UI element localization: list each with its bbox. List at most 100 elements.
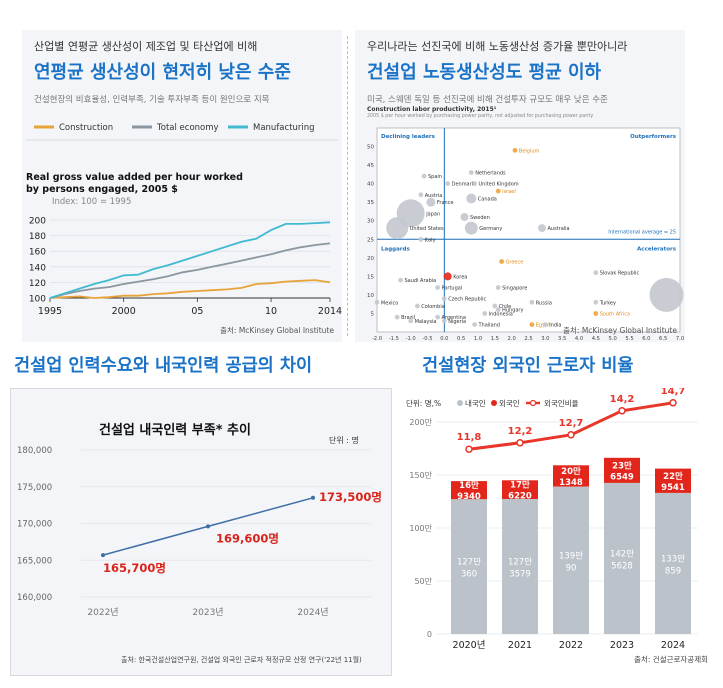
x-tick-label: 05 (191, 306, 203, 315)
x-tick-label: 2024 (661, 640, 685, 651)
x-tick-label: 1.5 (491, 336, 499, 342)
bar-domestic (451, 499, 487, 634)
bar-domestic-label: 360 (461, 570, 477, 580)
x-tick-label: 10 (265, 306, 277, 315)
scatter-point (374, 299, 380, 305)
ratio-point (567, 431, 575, 439)
x-tick-label: -1.0 (406, 336, 416, 342)
x-tick-label: 2022년 (87, 607, 118, 618)
x-tick-label: 5.5 (625, 336, 633, 342)
legend-label-1: Total economy (156, 123, 219, 133)
scatter-point (472, 181, 477, 186)
bar-foreign-label: 17만 (510, 480, 530, 491)
scatter-point-label: Austria (425, 193, 443, 199)
panel4-title: 건설현장 외국인 근로자 비율 (422, 356, 634, 376)
x-tick-label: 6.5 (659, 336, 667, 342)
y-tick-label: 200 (29, 217, 46, 227)
x-tick-label: 3.0 (541, 336, 549, 342)
bar-foreign-label: 20만 (561, 466, 581, 477)
x-tick-label: -1.5 (389, 336, 399, 342)
scatter-point (421, 173, 427, 179)
y-tick-label: 160,000 (17, 593, 52, 603)
y-tick-label: 160 (29, 248, 46, 258)
legend-swatch-ratio-dot (529, 399, 537, 407)
y-tick-label: 35 (367, 200, 374, 206)
scatter-point-label: United States (410, 226, 444, 232)
series-line-manufacturing (49, 221, 331, 299)
panel3-source: 출처: 한국건설산업연구원, 건설업 외국인 근로자 적정규모 산정 연구('2… (121, 656, 362, 664)
scatter-point (499, 259, 504, 264)
bar-domestic-label: 127만 (457, 558, 481, 568)
chart1-heading-1: Real gross value added per hour worked (26, 172, 243, 183)
x-tick-label: 2.5 (524, 336, 532, 342)
scatter-point-label: Israel (502, 189, 516, 195)
scatter-point-label: Portugal (442, 286, 463, 292)
y-tick-label: 170,000 (17, 520, 52, 530)
y-tick-label: 165,000 (17, 556, 52, 566)
legend-swatch-domestic (457, 400, 463, 406)
scatter-point-label: Sweden (470, 215, 490, 221)
scatter-point (418, 236, 424, 242)
scatter-point-label: Canada (478, 197, 497, 203)
scatter-point-label: Mexico (381, 300, 398, 306)
bar-foreign (502, 480, 538, 499)
x-tick-label: 7.0 (676, 336, 684, 342)
legend-label-0: Construction (59, 123, 113, 133)
scatter-point (472, 322, 477, 327)
scatter-point (408, 318, 414, 324)
panel1-subtitle: 산업별 연평균 생산성이 제조업 및 타산업에 비해 (34, 40, 258, 53)
y-tick-label: 25 (367, 237, 374, 243)
bar-domestic (502, 499, 538, 634)
foreign-worker-bar-chart: 단위: 명,% 내국인 외국인 외국인비율 0 50만 100만 150만 200만 127만… (406, 388, 698, 651)
ratio-point (516, 439, 524, 447)
y-tick-label: 200만 (409, 418, 432, 427)
foreign-worker-panel: 단위: 명,% 내국인 외국인 외국인비율 0 50만 100만 150만 200만 127만… (398, 388, 712, 676)
bar-domestic-label: 859 (665, 567, 681, 577)
scatter-point (426, 197, 436, 207)
x-tick-label: 4.0 (575, 336, 583, 342)
x-tick-label: 0.0 (440, 336, 448, 342)
legend-label-foreign: 외국인 (499, 398, 520, 408)
scatter-point (435, 285, 440, 290)
quadrant-label: Declining leaders (381, 134, 436, 140)
scatter-point-label: Japan (425, 211, 440, 217)
bar-domestic (655, 492, 691, 634)
quadrant-label: Outperformers (630, 134, 677, 140)
labor-shortage-panel: 건설업 내국인력 부족* 추이 단위 : 명 160,000 165,000 170… (10, 388, 392, 676)
bar-foreign-label: 22만 (663, 471, 683, 482)
x-tick-label: 2022 (559, 640, 583, 651)
scatter-point (415, 303, 420, 309)
x-tick-label: 2023년 (192, 607, 223, 618)
x-tick-label: 2020년 (453, 640, 486, 651)
y-tick-label: 50만 (414, 577, 432, 586)
labor-productivity-panel: 우리나라는 선진국에 비해 노동생산성 증가율 뿐만아니라 건설업 노동생산성도… (355, 30, 685, 342)
x-tick-label: 6.0 (642, 336, 650, 342)
bar-domestic-label: 139만 (559, 551, 583, 561)
scatter-point (593, 311, 599, 316)
y-tick-label: 0 (427, 630, 432, 639)
y-tick-label: 150만 (409, 471, 432, 480)
scatter-point-label: Italy (425, 237, 436, 243)
scatter-point (495, 188, 501, 194)
scatter-point (492, 303, 498, 309)
y-tick-label: 50 (367, 145, 374, 151)
scatter-point (435, 314, 440, 320)
productivity-scatter-chart: 5 10 15 20 25 30 35 40 45 50 -2.0 -1.5 -1.0 -0.5 0.0 0.… (367, 127, 684, 342)
x-tick-label: 2024년 (297, 607, 328, 618)
scatter-point (593, 270, 599, 276)
bar-foreign (451, 481, 487, 500)
scatter-point (542, 322, 548, 327)
scatter-point (441, 296, 447, 301)
scatter-point-label: Thailand (478, 323, 500, 329)
data-label: 173,500명 (319, 490, 382, 504)
ratio-label: 12,7 (559, 418, 584, 429)
ratio-label: 14,7 (661, 388, 686, 397)
series-line-construction (49, 279, 331, 299)
scatter-point (398, 277, 403, 283)
bar-foreign (604, 457, 640, 483)
scatter-point-label: France (437, 200, 454, 206)
scatter-point-label: Slovak Republic (600, 271, 640, 277)
x-tick-label: 5.0 (609, 336, 617, 342)
panel-divider (347, 36, 348, 336)
y-tick-label: 5 (371, 311, 375, 317)
